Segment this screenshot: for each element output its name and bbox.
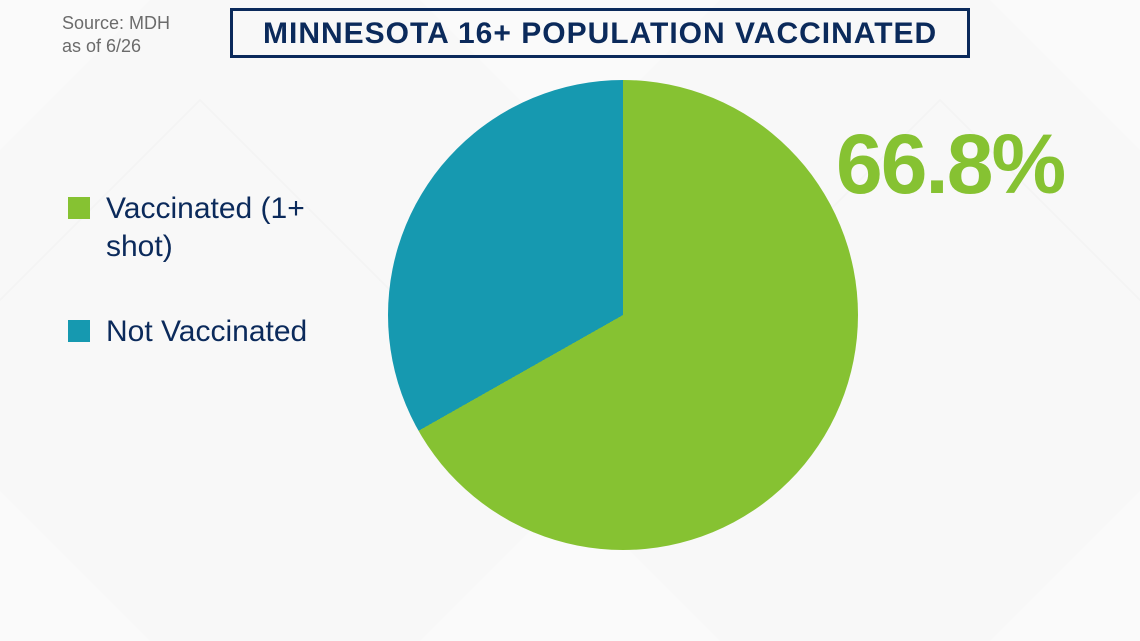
- legend: Vaccinated (1+ shot) Not Vaccinated: [68, 190, 358, 399]
- primary-percentage-callout: 66.8%: [836, 116, 1064, 213]
- pie-chart-disc: [388, 80, 858, 550]
- source-line-1: Source: MDH: [62, 12, 170, 35]
- source-line-2: as of 6/26: [62, 35, 170, 58]
- chart-card: Source: MDH as of 6/26 MINNESOTA 16+ POP…: [0, 0, 1140, 641]
- legend-label-not-vaccinated: Not Vaccinated: [106, 313, 307, 351]
- source-attribution: Source: MDH as of 6/26: [62, 12, 170, 59]
- legend-swatch-vaccinated: [68, 197, 90, 219]
- chart-title: MINNESOTA 16+ POPULATION VACCINATED: [230, 8, 970, 58]
- legend-swatch-not-vaccinated: [68, 320, 90, 342]
- legend-item-vaccinated: Vaccinated (1+ shot): [68, 190, 358, 265]
- legend-label-vaccinated: Vaccinated (1+ shot): [106, 190, 358, 265]
- pie-chart: [388, 80, 858, 550]
- legend-item-not-vaccinated: Not Vaccinated: [68, 313, 358, 351]
